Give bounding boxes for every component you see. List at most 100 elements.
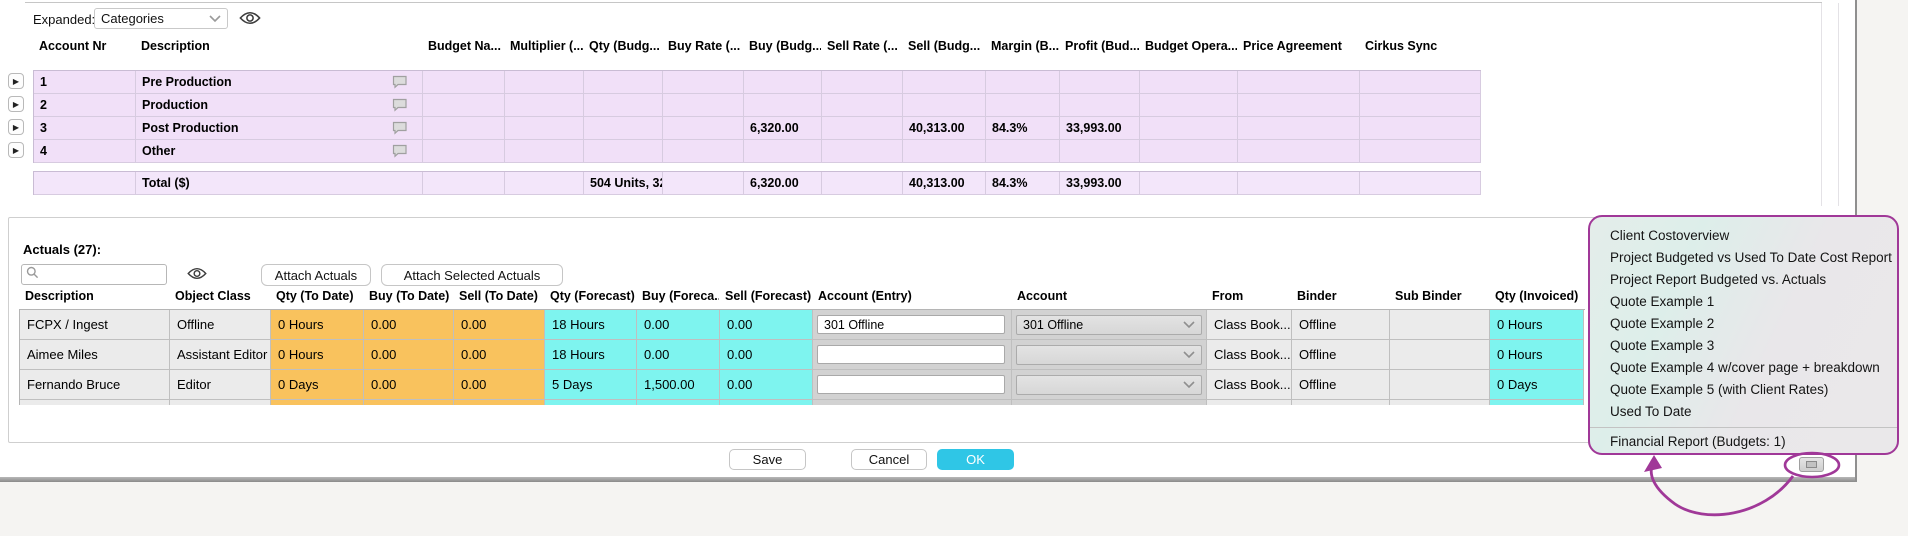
account-select[interactable] <box>1016 374 1202 395</box>
account-entry-input[interactable] <box>817 345 1005 364</box>
menu-item[interactable]: Project Report Budgeted vs. Actuals <box>1610 272 1827 287</box>
eye-icon[interactable] <box>239 10 261 26</box>
margin-cell <box>986 71 1060 94</box>
total-profit-cell: 33,993.00 <box>1060 172 1140 195</box>
menu-item[interactable]: Used To Date <box>1610 404 1692 419</box>
budget-cell <box>505 71 584 94</box>
budget-cell <box>822 71 903 94</box>
account-select[interactable] <box>1016 344 1202 365</box>
budget-cell <box>423 172 505 195</box>
buy-forecast-cell: 0.00 <box>637 310 720 340</box>
account-cell: 301 Offline <box>1012 310 1207 340</box>
expand-row-button[interactable]: ▶ <box>8 142 24 158</box>
qty-invoiced-cell: 0 Hours <box>1490 340 1584 370</box>
menu-item[interactable]: Quote Example 2 <box>1610 316 1715 331</box>
cancel-button[interactable]: Cancel <box>851 449 927 470</box>
budget-cell <box>505 140 584 163</box>
description-cell: FCPX / Ingest <box>20 310 170 340</box>
from-cell: Class Book... <box>1207 310 1292 340</box>
total-qty-cell: 504 Units, 32... <box>584 172 663 195</box>
expanded-select-value: Categories <box>101 11 164 26</box>
actuals-row[interactable]: FCPX / Ingest Offline 0 Hours 0.00 0.00 … <box>20 310 1585 340</box>
column-header: From <box>1212 289 1244 303</box>
description-cell: Post Production <box>136 117 423 140</box>
column-header: Binder <box>1297 289 1337 303</box>
column-header: Budget Na... <box>428 39 501 53</box>
menu-item[interactable]: Quote Example 5 (with Client Rates) <box>1610 382 1829 397</box>
budget-cell <box>1360 117 1481 140</box>
budget-cell <box>822 172 903 195</box>
column-header: Qty (Invoiced) <box>1495 289 1579 303</box>
column-header: Buy (Foreca... <box>642 289 719 303</box>
budget-row[interactable]: 2 Production <box>34 94 1481 117</box>
menu-item[interactable]: Quote Example 3 <box>1610 338 1715 353</box>
search-icon <box>26 266 39 284</box>
account-entry-cell <box>813 340 1012 370</box>
buy-to-date-cell: 0.00 <box>364 340 454 370</box>
menu-item[interactable]: Project Budgeted vs Used To Date Cost Re… <box>1610 250 1892 265</box>
comment-icon[interactable] <box>392 98 408 115</box>
budget-row[interactable]: 1 Pre Production <box>34 71 1481 94</box>
buy-to-date-cell: 0.00 <box>364 310 454 340</box>
attach-actuals-button[interactable]: Attach Actuals <box>261 264 371 286</box>
profit-cell: 33,993.00 <box>1060 117 1140 140</box>
search-field[interactable] <box>21 264 167 285</box>
column-header: Sell Rate (... <box>827 39 898 53</box>
budget-cell <box>423 140 505 163</box>
chevron-down-icon <box>1183 378 1195 392</box>
chevron-down-icon <box>209 11 221 26</box>
actuals-title: Actuals (27): <box>23 242 102 257</box>
menu-item[interactable]: Financial Report (Budgets: 1) <box>1610 434 1786 449</box>
account-entry-input[interactable] <box>817 375 1005 394</box>
comment-icon[interactable] <box>392 75 408 92</box>
column-header: Price Agreement <box>1243 39 1342 53</box>
budget-cell <box>1140 71 1238 94</box>
margin-cell <box>986 94 1060 117</box>
account-nr-cell: 3 <box>34 117 136 140</box>
budget-cell <box>505 117 584 140</box>
actuals-row[interactable]: Fernando Bruce Editor 0 Days 0.00 0.00 5… <box>20 370 1585 400</box>
account-select[interactable]: 301 Offline <box>1016 314 1202 335</box>
comment-icon[interactable] <box>392 121 408 138</box>
budget-row[interactable]: 3 Post Production 6,320.00 40,313.00 84.… <box>34 117 1481 140</box>
qty-invoiced-cell: 0 Hours <box>1490 310 1584 340</box>
sub-binder-cell <box>1390 370 1490 400</box>
expanded-select[interactable]: Categories <box>94 8 228 29</box>
menu-item[interactable]: Quote Example 4 w/cover page + breakdown <box>1610 360 1880 375</box>
save-button[interactable]: Save <box>729 449 806 470</box>
expand-row-button[interactable]: ▶ <box>8 119 24 135</box>
account-entry-input[interactable]: 301 Offline <box>817 315 1005 334</box>
column-header: Account Nr <box>39 39 107 53</box>
actuals-table-header: Description Object Class Qty (To Date) B… <box>19 286 1583 306</box>
sell-forecast-cell: 0.00 <box>720 310 813 340</box>
eye-icon[interactable] <box>187 266 209 282</box>
menu-item[interactable]: Client Costoverview <box>1610 228 1730 243</box>
comment-icon[interactable] <box>392 144 408 161</box>
expand-row-button[interactable]: ▶ <box>8 96 24 112</box>
account-nr-cell: 4 <box>34 140 136 163</box>
total-margin-cell: 84.3% <box>986 172 1060 195</box>
column-header: Buy Rate (... <box>668 39 741 53</box>
total-sell-cell: 40,313.00 <box>903 172 986 195</box>
account-cell <box>1012 340 1207 370</box>
budget-cell <box>663 94 744 117</box>
object-class-cell: Assistant Editor <box>170 340 271 370</box>
budget-cell <box>1238 117 1360 140</box>
search-input[interactable] <box>39 267 157 282</box>
budget-cell <box>423 71 505 94</box>
attach-selected-actuals-button[interactable]: Attach Selected Actuals <box>381 264 563 286</box>
window-bottom-edge <box>0 477 1857 482</box>
actuals-row[interactable]: Aimee Miles Assistant Editor 0 Hours 0.0… <box>20 340 1585 370</box>
menu-item[interactable]: Quote Example 1 <box>1610 294 1715 309</box>
budget-row[interactable]: 4 Other <box>34 140 1481 163</box>
ok-button[interactable]: OK <box>937 449 1014 470</box>
sell-to-date-cell: 0.00 <box>454 310 545 340</box>
budget-cell <box>822 94 903 117</box>
expand-row-button[interactable]: ▶ <box>8 73 24 89</box>
qty-to-date-cell: 0 Days <box>271 370 364 400</box>
scrollbar-gutter <box>1821 3 1822 206</box>
report-menu-button[interactable] <box>1799 457 1824 472</box>
profit-cell <box>1060 71 1140 94</box>
report-popup-menu: Client Costoverview Project Budgeted vs … <box>1588 215 1899 455</box>
budget-cell <box>1360 172 1481 195</box>
